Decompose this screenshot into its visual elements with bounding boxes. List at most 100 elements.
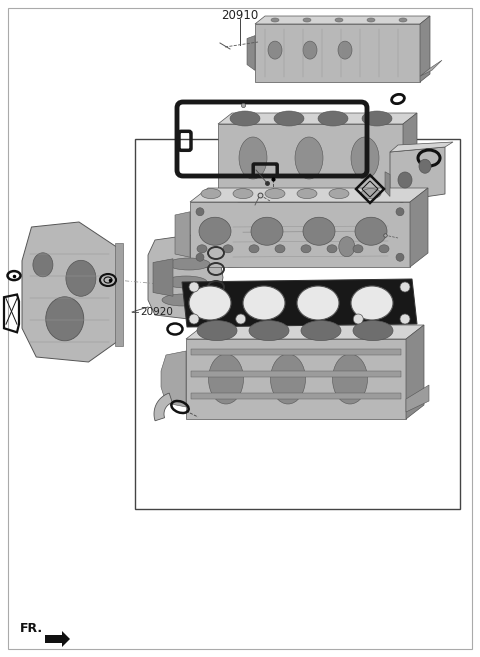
Ellipse shape — [297, 286, 339, 320]
Ellipse shape — [419, 159, 431, 173]
Ellipse shape — [239, 137, 267, 179]
Ellipse shape — [168, 258, 210, 270]
Ellipse shape — [249, 321, 289, 340]
Ellipse shape — [297, 189, 317, 198]
Ellipse shape — [329, 189, 349, 198]
Ellipse shape — [301, 245, 311, 253]
Ellipse shape — [362, 111, 392, 126]
Ellipse shape — [271, 18, 279, 22]
Polygon shape — [186, 339, 406, 419]
Ellipse shape — [353, 245, 363, 253]
Polygon shape — [403, 113, 417, 192]
Ellipse shape — [265, 189, 285, 198]
Polygon shape — [45, 631, 70, 647]
Circle shape — [196, 208, 204, 215]
Text: 20910: 20910 — [221, 9, 259, 22]
Ellipse shape — [165, 276, 207, 288]
Ellipse shape — [66, 260, 96, 296]
Ellipse shape — [361, 189, 381, 198]
Polygon shape — [190, 188, 428, 202]
Circle shape — [396, 208, 404, 215]
Ellipse shape — [379, 245, 389, 253]
Circle shape — [189, 314, 199, 324]
Ellipse shape — [243, 286, 285, 320]
Polygon shape — [406, 325, 424, 419]
Ellipse shape — [275, 245, 285, 253]
Bar — [191, 393, 401, 399]
Polygon shape — [148, 235, 223, 320]
Ellipse shape — [201, 189, 221, 198]
Ellipse shape — [318, 111, 348, 126]
Circle shape — [189, 282, 199, 292]
Polygon shape — [228, 209, 393, 267]
Ellipse shape — [303, 18, 311, 22]
Ellipse shape — [303, 41, 317, 59]
Ellipse shape — [327, 245, 337, 253]
Ellipse shape — [233, 189, 253, 198]
Ellipse shape — [249, 245, 259, 253]
Polygon shape — [390, 147, 445, 202]
Polygon shape — [22, 222, 122, 362]
Polygon shape — [161, 351, 186, 407]
Polygon shape — [247, 35, 255, 70]
Ellipse shape — [295, 137, 323, 179]
Ellipse shape — [339, 237, 355, 257]
Ellipse shape — [303, 217, 335, 245]
Ellipse shape — [353, 321, 393, 340]
Ellipse shape — [271, 354, 305, 404]
Ellipse shape — [301, 321, 341, 340]
Ellipse shape — [274, 111, 304, 126]
Text: 20920: 20920 — [140, 307, 173, 317]
Polygon shape — [182, 279, 417, 327]
Polygon shape — [406, 385, 429, 412]
Polygon shape — [218, 124, 403, 192]
Ellipse shape — [351, 286, 393, 320]
Polygon shape — [393, 201, 403, 263]
Ellipse shape — [398, 172, 412, 188]
Ellipse shape — [230, 111, 260, 126]
Ellipse shape — [367, 18, 375, 22]
Ellipse shape — [251, 217, 283, 245]
Ellipse shape — [223, 245, 233, 253]
Circle shape — [196, 253, 204, 261]
Bar — [191, 349, 401, 355]
Polygon shape — [154, 393, 172, 420]
Polygon shape — [186, 325, 424, 339]
Ellipse shape — [197, 321, 237, 340]
Bar — [191, 371, 401, 377]
Ellipse shape — [199, 217, 231, 245]
Ellipse shape — [208, 354, 243, 404]
Text: FR.: FR. — [20, 622, 43, 635]
Ellipse shape — [162, 294, 204, 306]
Circle shape — [353, 314, 363, 324]
Ellipse shape — [333, 354, 368, 404]
Ellipse shape — [197, 245, 207, 253]
Bar — [135, 139, 460, 509]
Ellipse shape — [355, 217, 387, 245]
Polygon shape — [228, 201, 403, 213]
Circle shape — [236, 314, 246, 324]
Polygon shape — [218, 113, 417, 124]
Ellipse shape — [33, 253, 53, 277]
Ellipse shape — [338, 41, 352, 59]
Polygon shape — [420, 60, 442, 76]
Polygon shape — [390, 142, 453, 152]
Polygon shape — [115, 243, 123, 346]
Polygon shape — [255, 16, 430, 24]
Polygon shape — [153, 259, 173, 296]
Polygon shape — [385, 171, 390, 196]
Polygon shape — [190, 202, 410, 267]
Polygon shape — [255, 24, 420, 82]
Ellipse shape — [189, 286, 231, 320]
Polygon shape — [420, 16, 430, 82]
Polygon shape — [410, 188, 428, 267]
Polygon shape — [175, 212, 190, 258]
Ellipse shape — [399, 18, 407, 22]
Ellipse shape — [335, 18, 343, 22]
Circle shape — [400, 314, 410, 324]
Ellipse shape — [46, 297, 84, 341]
Ellipse shape — [351, 137, 379, 179]
Ellipse shape — [268, 41, 282, 59]
Circle shape — [396, 253, 404, 261]
Circle shape — [400, 282, 410, 292]
